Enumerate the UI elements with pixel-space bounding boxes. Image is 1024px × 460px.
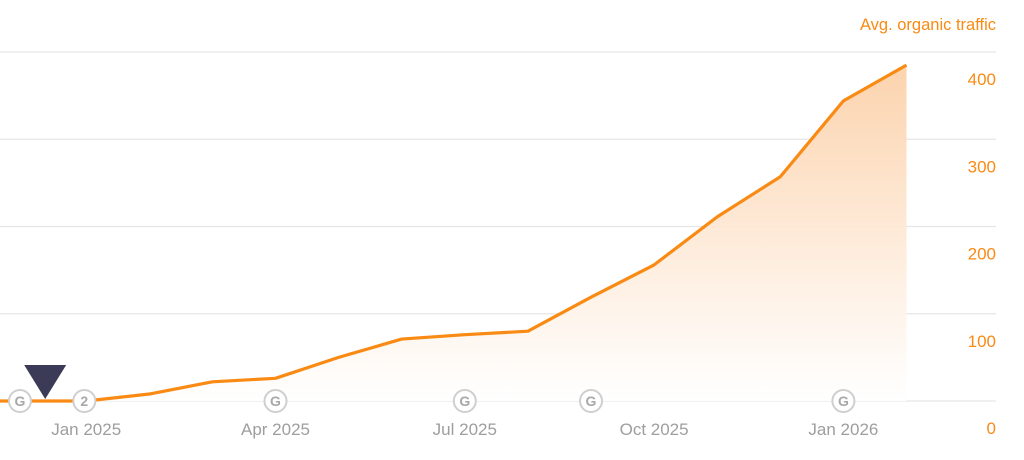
y-axis-title: Avg. organic traffic [860,16,996,34]
annotation-label: G [586,393,597,409]
google-update-icon[interactable] [831,389,856,413]
annotation-label: G [838,393,849,409]
event-marker-icon[interactable] [24,365,67,399]
google-update-icon[interactable] [452,389,477,413]
y-tick-label: 0 [987,419,996,438]
x-tick-label: Jan 2026 [808,420,878,439]
google-update-icon[interactable] [579,389,603,413]
y-tick-label: 100 [968,332,996,351]
annotation-label: G [14,393,25,409]
annotation-label: G [459,393,470,409]
area-fill [0,65,907,402]
y-tick-label: 200 [968,245,996,264]
annotation-label: 2 [80,393,88,409]
y-tick-label: 400 [968,70,996,89]
google-update-icon[interactable] [263,389,288,413]
annotation-count-badge[interactable] [72,389,97,413]
google-update-icon[interactable] [7,389,32,413]
x-tick-label: Oct 2025 [620,420,689,439]
annotation-label: G [270,393,281,409]
x-tick-label: Jul 2025 [433,420,497,439]
x-tick-label: Apr 2025 [241,420,310,439]
x-tick-label: Jan 2025 [51,420,121,439]
y-tick-label: 300 [968,157,996,176]
traffic-line [0,63,908,403]
